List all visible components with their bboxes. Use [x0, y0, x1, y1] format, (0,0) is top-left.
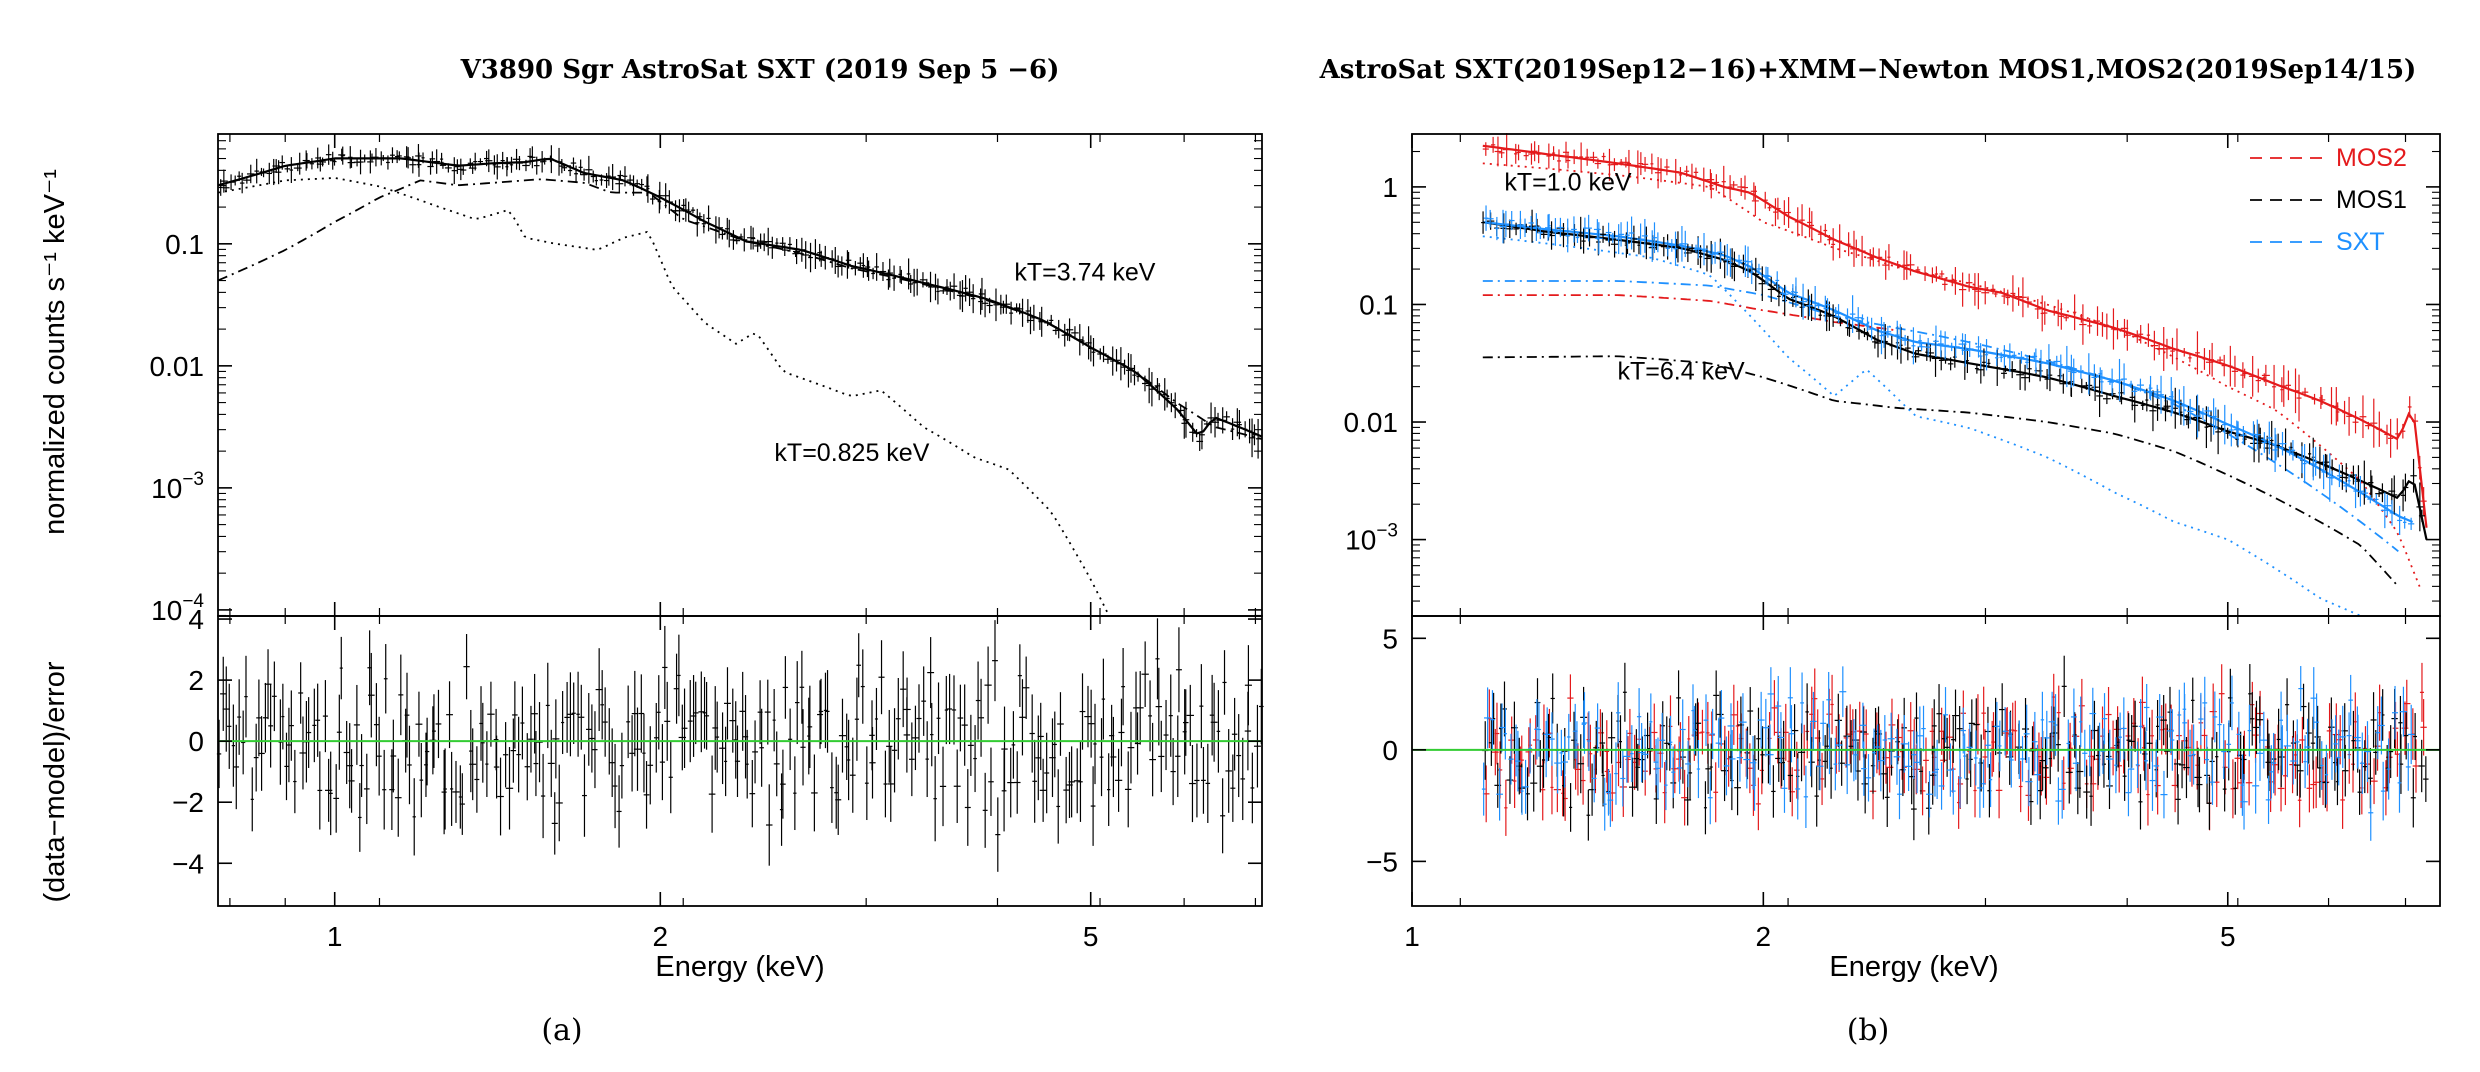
y-tick-label: 0.1: [165, 229, 204, 260]
x-tick-label: 2: [653, 921, 669, 952]
annotation-label: kT=0.825 keV: [774, 439, 929, 467]
resid-tick-label: 0: [188, 726, 204, 757]
panel-b-legend: MOS2 MOS1 SXT: [2250, 144, 2407, 256]
panel-a-bottom-frame: [217, 615, 1263, 907]
y-tick-label: 0.01: [150, 351, 205, 382]
panel-a-ylabel-top: normalized counts s⁻¹ keV⁻¹: [39, 169, 71, 535]
y-tick-label: 1: [1382, 172, 1398, 203]
x-tick-label: 2: [1756, 921, 1772, 952]
panel-b-caption: (b): [1847, 1013, 1890, 1048]
y-tick-label: 10−3: [1345, 521, 1398, 556]
y-tick-label: 10−3: [151, 469, 204, 504]
series-line-mos2: [1482, 144, 2428, 528]
series-line-mos2-hard-component: [1482, 294, 1897, 332]
series-line-kt-0-825-kev-component: [217, 177, 1110, 617]
panel-b-bottom-frame: [1411, 615, 2441, 907]
x-tick-label: 1: [1404, 921, 1420, 952]
series-line-mos1-hard-component: [1482, 355, 2399, 588]
resid-tick-label: 2: [188, 665, 204, 696]
legend-label-sxt: SXT: [2336, 228, 2385, 256]
panel-a-title: V3890 Sgr AstroSat SXT (2019 Sep 5 −6): [460, 55, 1060, 85]
panel-b: AstroSat SXT(2019Sep12−16)+XMM−Newton MO…: [1319, 55, 2441, 1048]
x-tick-label: 1: [327, 921, 343, 952]
resid-tick-label: 4: [188, 604, 204, 635]
panel-b-title: AstroSat SXT(2019Sep12−16)+XMM−Newton MO…: [1319, 55, 2417, 85]
panel-b-top-frame: [1411, 133, 2441, 617]
resid-tick-label: −4: [172, 848, 204, 879]
series-line-sxt-soft-component: [1482, 235, 2362, 617]
panel-b-xlabel: Energy (keV): [1829, 951, 1998, 983]
resid-tick-label: −5: [1366, 846, 1398, 877]
y-tick-label: 0.1: [1359, 289, 1398, 320]
panel-a-ylabel-bottom: (data−model)/error: [39, 661, 71, 902]
series-line-kt-3-74-kev-component: [217, 178, 1263, 440]
x-tick-label: 5: [1083, 921, 1099, 952]
resid-tick-label: 0: [1382, 735, 1398, 766]
resid-tick-label: 5: [1382, 623, 1398, 654]
annotation-label: kT=1.0 keV: [1504, 168, 1631, 196]
resid-tick-label: −2: [172, 787, 204, 818]
panel-a-caption: (a): [541, 1013, 582, 1048]
y-tick-exponent: −4: [182, 591, 204, 612]
y-tick-label: 0.01: [1344, 407, 1399, 438]
panel-a-xlabel: Energy (keV): [655, 951, 824, 983]
y-tick-exponent: −3: [1376, 521, 1398, 542]
annotation-label: kT=6.4 keV: [1618, 358, 1745, 386]
y-tick-exponent: −3: [182, 469, 204, 490]
panel-a-top-frame: [217, 133, 1263, 617]
legend-label-mos1: MOS1: [2336, 186, 2407, 214]
legend-label-mos2: MOS2: [2336, 144, 2407, 172]
annotation-label: kT=3.74 keV: [1014, 258, 1155, 286]
panel-a: V3890 Sgr AstroSat SXT (2019 Sep 5 −6) n…: [39, 55, 1264, 1048]
series-line-mos2-soft-component: [1482, 162, 2421, 587]
series-line-sxt-hard-component: [1482, 280, 2399, 553]
x-tick-label: 5: [2220, 921, 2236, 952]
